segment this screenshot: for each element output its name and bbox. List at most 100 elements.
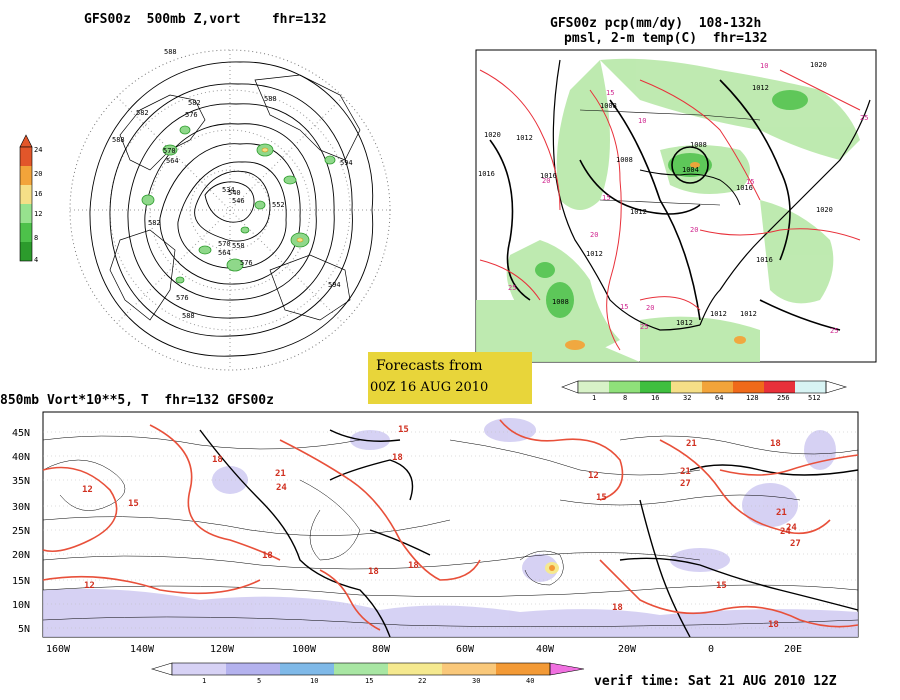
contour-label: 582 — [188, 99, 201, 107]
colorbar-tick: 1 — [202, 677, 206, 685]
na-map — [475, 49, 877, 363]
temp-label: 21 — [680, 467, 691, 477]
colorbar-tick: 12 — [34, 210, 42, 218]
colorbar-swatch — [20, 166, 32, 185]
contour-label: 588 — [182, 312, 195, 320]
lat-label: 40N — [12, 452, 30, 463]
temp-label: 27 — [680, 479, 691, 489]
temp-label: 20 — [590, 231, 598, 239]
isobar-label: 1012 — [676, 319, 693, 327]
panel-tl-title: GFS00z 500mb Z,vort fhr=132 — [84, 12, 327, 27]
isobar-label: 1012 — [630, 208, 647, 216]
temp-label: 18 — [262, 551, 273, 561]
contour-label: 588 — [164, 48, 177, 56]
isobar-label: 1016 — [736, 184, 753, 192]
lat-label: 20N — [12, 550, 30, 561]
temp-label: 15 — [398, 425, 409, 435]
lon-label: 140W — [130, 644, 155, 655]
colorbar-swatch — [280, 663, 334, 675]
lat-label: 45N — [12, 428, 30, 439]
colorbar-tip — [150, 662, 173, 676]
stamp-line1: Forecasts from — [376, 358, 483, 374]
temp-label: 18 — [612, 603, 623, 613]
temp-label: 15 — [716, 581, 727, 591]
colorbar-tip — [19, 134, 33, 148]
temp-label: 15 — [128, 499, 139, 509]
colorbar-swatch — [388, 663, 442, 675]
contour-label: 546 — [232, 197, 245, 205]
lon-label: 40W — [536, 644, 555, 655]
colorbar-tip — [825, 380, 848, 394]
isobar-label: 1016 — [478, 170, 495, 178]
panel-tr-title-line2: pmsl, 2-m temp(C) fhr=132 — [564, 31, 768, 46]
temp-label: 21 — [686, 439, 697, 449]
isobar-label: 1008 — [690, 141, 707, 149]
temp-label: 12 — [84, 581, 95, 591]
panel-tr-title-line1: GFS00z pcp(mm/dy) 108-132h — [550, 16, 762, 31]
colorbar-swatch — [496, 663, 550, 675]
contour-label: 570 — [218, 240, 231, 248]
panel-bottom-title: 850mb Vort*10**5, T fhr=132 GFS00z — [0, 393, 274, 408]
lat-axis: 45N 40N 35N 30N 25N 20N 15N 10N 5N — [12, 428, 30, 635]
contour-label: 582 — [148, 219, 161, 227]
colorbar-tip — [549, 662, 585, 676]
temp-label: 12 — [82, 485, 93, 495]
lat-label: 15N — [12, 576, 30, 587]
temp-label: 20 — [542, 177, 550, 185]
colorbar-tick: 15 — [365, 677, 373, 685]
lon-label: 20E — [784, 644, 802, 655]
isobar-label: 1012 — [752, 84, 769, 92]
colorbar-swatch — [20, 223, 32, 242]
colorbar-swatch — [334, 663, 388, 675]
contour-label: 552 — [272, 201, 285, 209]
contour-label: 576 — [185, 111, 198, 119]
colorbar-swatch — [20, 204, 32, 223]
colorbar-swatch — [442, 663, 496, 675]
colorbar-tick: 8 — [34, 234, 38, 242]
contour-label: 594 — [340, 159, 353, 167]
isobar-label: 1008 — [616, 156, 633, 164]
contour-label: 564 — [218, 249, 231, 257]
colorbar-850vort: 1 5 10 15 22 30 40 — [150, 662, 585, 685]
colorbar-swatch — [609, 381, 640, 393]
temp-label: 15 — [620, 303, 628, 311]
isobar-label: 1012 — [586, 250, 603, 258]
colorbar-tick: 5 — [257, 677, 261, 685]
lon-label: 60W — [456, 644, 475, 655]
isobar-label: 1020 — [816, 206, 833, 214]
colorbar-swatch — [640, 381, 671, 393]
temp-label: 25 — [860, 114, 868, 122]
temp-label: 12 — [588, 471, 599, 481]
colorbar-swatch — [226, 663, 280, 675]
temp-label: 25 — [640, 323, 648, 331]
temp-label: 18 — [768, 620, 779, 630]
colorbar-tick: 256 — [777, 394, 790, 402]
contour-label: 582 — [136, 109, 149, 117]
colorbar-swatch — [20, 147, 32, 166]
isobar-label: 1008 — [600, 102, 617, 110]
colorbar-tick: 10 — [310, 677, 318, 685]
temp-label: 18 — [392, 453, 403, 463]
temp-label: 15 — [606, 89, 614, 97]
temp-label: 18 — [368, 567, 379, 577]
contour-label: 594 — [328, 281, 341, 289]
colorbar-tick: 4 — [34, 256, 38, 264]
contour-label: 588 — [112, 136, 125, 144]
temp-label: 15 — [596, 493, 607, 503]
lat-label: 5N — [18, 624, 30, 635]
colorbar-tick: 32 — [683, 394, 691, 402]
lat-label: 30N — [12, 502, 30, 513]
verif-time: verif time: Sat 21 AUG 2010 12Z — [594, 674, 837, 689]
colorbar-tick: 16 — [651, 394, 659, 402]
contour-label: 534 — [222, 186, 235, 194]
isobar-label: 1016 — [540, 172, 557, 180]
lat-label: 25N — [12, 526, 30, 537]
na-temp-labels: 10 15 20 25 15 20 25 10 15 20 25 25 15 2… — [508, 62, 868, 335]
colorbar-swatch — [20, 242, 32, 261]
temp-label: 24 — [780, 527, 791, 537]
temp-label: 21 — [275, 469, 286, 479]
temp-label: 15 — [602, 194, 610, 202]
temp-label: 20 — [690, 226, 698, 234]
colorbar-swatch — [20, 185, 32, 204]
contour-label: 564 — [166, 157, 179, 165]
